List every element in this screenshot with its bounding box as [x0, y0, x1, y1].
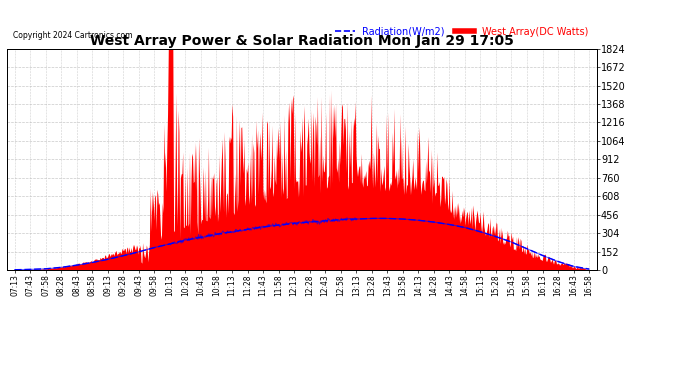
Text: Copyright 2024 Cartronics.com: Copyright 2024 Cartronics.com [13, 31, 132, 40]
Title: West Array Power & Solar Radiation Mon Jan 29 17:05: West Array Power & Solar Radiation Mon J… [90, 34, 514, 48]
Legend: Radiation(W/m2), West Array(DC Watts): Radiation(W/m2), West Array(DC Watts) [331, 22, 592, 40]
